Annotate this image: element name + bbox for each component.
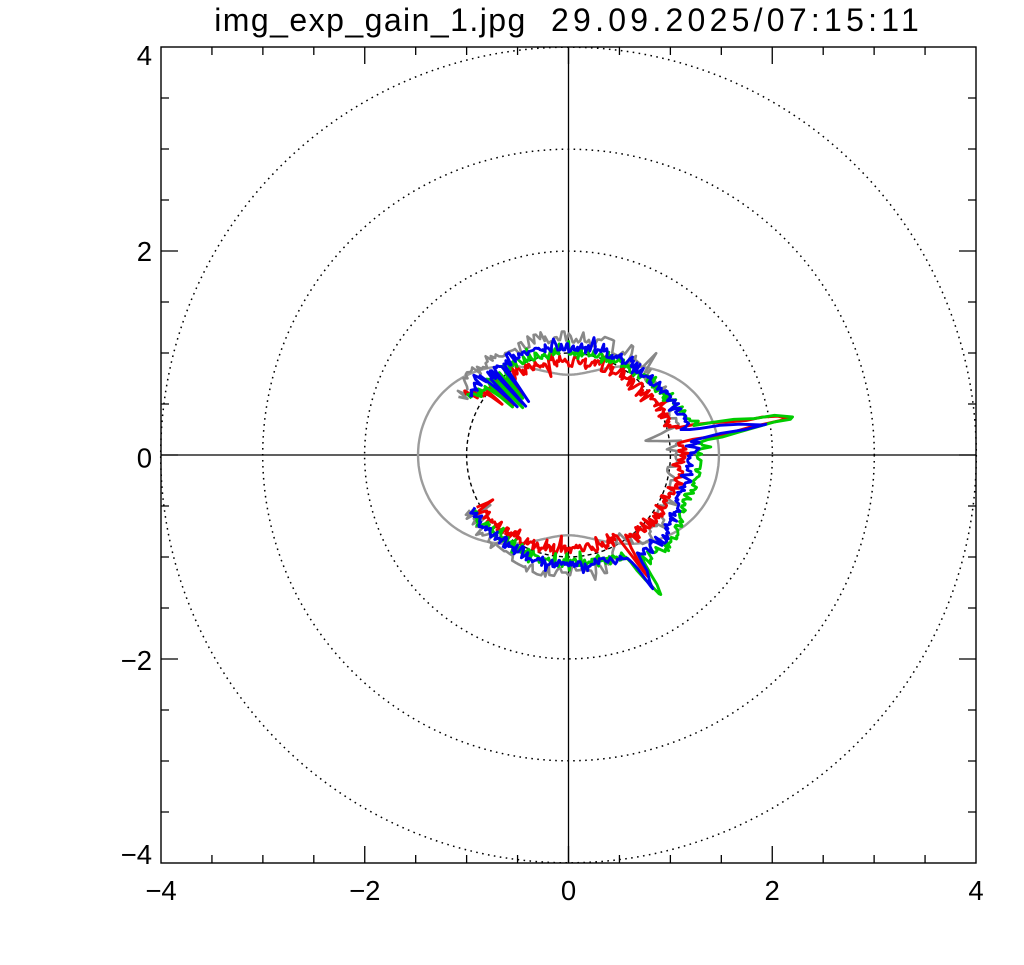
svg-text:0: 0 [561, 875, 576, 906]
svg-text:4: 4 [968, 875, 983, 906]
svg-text:img_exp_gain_1.jpg: img_exp_gain_1.jpg [214, 2, 527, 38]
svg-text:29.09.2025/07:15:11: 29.09.2025/07:15:11 [551, 2, 923, 38]
svg-text:0: 0 [137, 443, 152, 474]
svg-text:4: 4 [137, 40, 152, 71]
svg-text:−4: −4 [145, 875, 176, 906]
svg-text:−4: −4 [121, 839, 152, 870]
svg-text:2: 2 [765, 875, 780, 906]
svg-text:2: 2 [137, 236, 152, 267]
svg-text:−2: −2 [121, 645, 152, 676]
svg-text:−2: −2 [349, 875, 380, 906]
